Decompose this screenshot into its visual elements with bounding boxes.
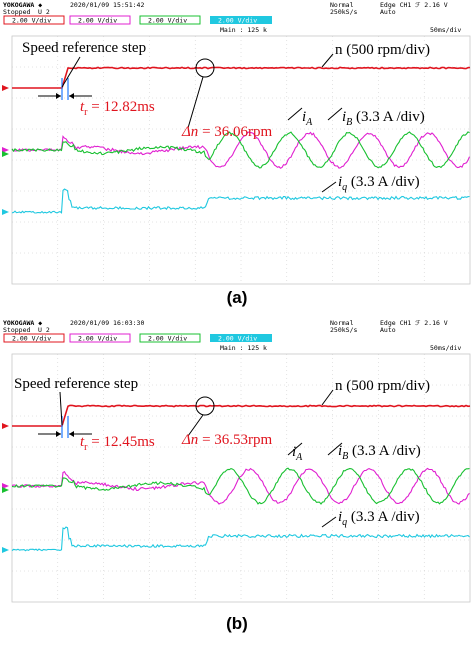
iq-trace [11, 188, 470, 214]
scope-screen-b: YOKOGAWA ◆ 2020/01/09 16:03:30 Stopped U… [2, 319, 471, 603]
grid-b [11, 353, 471, 603]
timebase: 50ms/div [430, 344, 461, 352]
brand-logo: YOKOGAWA ◆ [3, 1, 42, 9]
delta-n-label: Δn = 36.53rpm [181, 432, 273, 448]
annotations-a: Speed reference step n (500 rpm/div) tr … [22, 40, 430, 193]
datetime: 2020/01/09 16:03:30 [70, 319, 144, 327]
traces-a [2, 53, 471, 215]
iq-label-arrow [321, 516, 337, 528]
ch2-box [69, 15, 131, 25]
cursor-marks: U 2 [38, 8, 50, 16]
step-arrow [61, 56, 81, 88]
speed-label-arrow [321, 53, 334, 68]
trigger-mode: Auto [380, 326, 396, 334]
ch4-box [210, 16, 272, 24]
iq-label-arrow [321, 181, 337, 193]
ch3-box [139, 15, 201, 25]
rise-time-label: tr = 12.45ms [80, 434, 155, 453]
trigger-setting: Edge CH1 ℱ 2.16 V [380, 1, 448, 9]
speed-trace [12, 66, 471, 89]
grid-a [11, 35, 471, 285]
speed-trace [12, 404, 471, 427]
traces-b [2, 389, 471, 553]
ia-label: iA [292, 444, 303, 463]
ib-label: iB (3.3 A /div) [342, 109, 425, 128]
ia-label: iA [302, 109, 313, 128]
ch1-box [3, 15, 65, 25]
ch1-scale: 2.00 V/div [12, 335, 51, 343]
speed-label-arrow [321, 389, 334, 406]
iq-trace [11, 526, 470, 552]
speed-reference-step-label: Speed reference step [22, 40, 146, 56]
overshoot-circle [195, 58, 215, 78]
ground-marker [2, 487, 9, 493]
ground-marker [2, 151, 9, 157]
ground-marker [2, 147, 9, 153]
speed-scale-label: n (500 rpm/div) [335, 42, 430, 58]
main-record-length: Main : 125 k [220, 344, 267, 352]
ia-label-arrow [287, 442, 303, 456]
ch4-scale: 2.00 V/div [218, 17, 257, 25]
speed-scale-label: n (500 rpm/div) [335, 378, 430, 394]
ch4-box [210, 334, 272, 342]
ch4-scale: 2.00 V/div [218, 335, 257, 343]
ground-marker [2, 483, 9, 489]
annotations-b: Speed reference step n (500 rpm/div) tr … [14, 376, 430, 528]
ib-trace [11, 131, 470, 169]
ch3-scale: 2.00 V/div [148, 335, 187, 343]
brand-logo: YOKOGAWA ◆ [3, 319, 42, 327]
ch3-box [139, 333, 201, 343]
ch1-scale: 2.00 V/div [12, 17, 51, 25]
iq-label: iq (3.3 A /div) [338, 509, 420, 528]
trigger-mode: Auto [380, 8, 396, 16]
ch3-scale: 2.00 V/div [148, 17, 187, 25]
run-status: Stopped [3, 326, 30, 334]
datetime: 2020/01/09 15:51:42 [70, 1, 144, 9]
caption-a: (a) [226, 288, 248, 307]
acq-mode: Normal [330, 1, 354, 9]
ground-marker [2, 209, 9, 215]
rise-arrowhead-left [56, 431, 61, 437]
scope-header-a: YOKOGAWA ◆ 2020/01/09 15:51:42 Stopped U… [3, 1, 461, 34]
rise-arrowhead-left [56, 93, 61, 99]
main-record-length: Main : 125 k [220, 26, 267, 34]
ground-marker [2, 423, 9, 429]
delta-n-label: Δn = 36.06rpm [181, 124, 273, 140]
sample-rate: 250kS/s [330, 8, 357, 16]
rise-time-label: tr = 12.82ms [80, 99, 155, 118]
overshoot-circle [195, 396, 215, 416]
ib-trace [11, 467, 470, 505]
overshoot-pointer [187, 414, 204, 437]
oscilloscope-panel-a: YOKOGAWA ◆ 2020/01/09 15:51:42 Stopped U… [0, 0, 474, 285]
trigger-setting: Edge CH1 ℱ 2.16 V [380, 319, 448, 327]
scope-screen-a: YOKOGAWA ◆ 2020/01/09 15:51:42 Stopped U… [2, 1, 471, 285]
acq-mode: Normal [330, 319, 354, 327]
ib-label: iB (3.3 A /div) [338, 443, 421, 462]
ib-label-arrow [327, 107, 343, 121]
ground-marker [2, 85, 9, 91]
speed-reference-step-label: Speed reference step [14, 376, 138, 392]
ch2-scale: 2.00 V/div [78, 17, 117, 25]
ia-label-arrow [287, 107, 303, 121]
cursor-marks: U 2 [38, 326, 50, 334]
ia-trace [11, 131, 471, 169]
ground-marker [2, 547, 9, 553]
scope-header-b: YOKOGAWA ◆ 2020/01/09 16:03:30 Stopped U… [3, 319, 461, 352]
iq-label: iq (3.3 A /div) [338, 174, 420, 193]
ib-label-arrow [327, 442, 343, 456]
caption-b: (b) [226, 614, 248, 633]
ch2-box [69, 333, 131, 343]
sample-rate: 250kS/s [330, 326, 357, 334]
run-status: Stopped [3, 8, 30, 16]
timebase: 50ms/div [430, 26, 461, 34]
overshoot-pointer [187, 76, 204, 129]
ch2-scale: 2.00 V/div [78, 335, 117, 343]
ch1-box [3, 333, 65, 343]
rise-arrowhead-right [69, 431, 74, 437]
step-arrow [59, 391, 63, 426]
ia-trace [11, 467, 470, 505]
rise-arrowhead-right [69, 93, 74, 99]
oscilloscope-panel-b: YOKOGAWA ◆ 2020/01/09 16:03:30 Stopped U… [0, 318, 474, 603]
